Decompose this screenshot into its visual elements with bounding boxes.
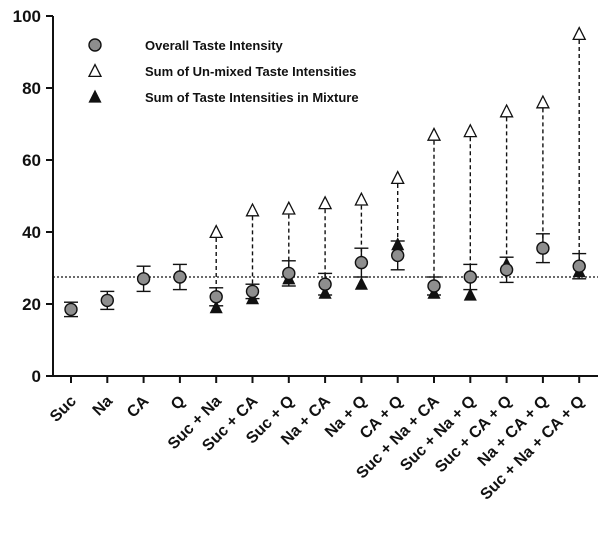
open-triangle-point	[499, 103, 514, 118]
x-tick-label: Na	[90, 393, 117, 420]
y-tick-label: 60	[22, 151, 41, 170]
circle-point	[391, 248, 405, 263]
legend-label: Sum of Un-mixed Taste Intensities	[145, 64, 356, 79]
circle-point	[245, 284, 260, 299]
open-triangle-point	[354, 191, 369, 206]
circle-point	[136, 272, 151, 286]
circle-point	[463, 270, 477, 284]
open-triangle-point	[572, 26, 587, 41]
x-tick-label: Suc	[47, 393, 80, 426]
open-triangle-point	[209, 224, 224, 239]
circle-point	[354, 255, 369, 270]
y-tick-label: 20	[22, 295, 41, 314]
circle-point	[282, 266, 296, 281]
legend-label: Overall Taste Intensity	[145, 38, 284, 53]
filled-triangle-point	[318, 285, 332, 299]
open-triangle-point	[463, 123, 478, 138]
filled-triangle-point	[209, 300, 223, 314]
circle-point	[100, 293, 115, 308]
filled-triangle-point	[427, 285, 441, 299]
marks	[64, 26, 587, 318]
filled-triangle-point	[354, 276, 368, 290]
circle-point	[173, 270, 187, 284]
circle-point	[64, 302, 78, 317]
open-triangle-point	[245, 202, 260, 217]
circle-point	[572, 259, 586, 273]
y-tick-label: 0	[32, 367, 41, 386]
circle-point	[499, 263, 514, 277]
open-triangle-point	[281, 200, 296, 215]
legend-circle-icon	[88, 38, 102, 52]
x-tick-label: Q	[168, 393, 189, 414]
open-triangle-point	[390, 170, 405, 185]
y-tick-label: 40	[22, 223, 41, 242]
open-triangle-point	[318, 195, 333, 210]
open-triangle-point	[535, 94, 550, 109]
x-tick-label: CA	[124, 392, 153, 421]
filled-triangle-point	[391, 237, 405, 251]
filled-triangle-point	[463, 287, 477, 301]
legend: Overall Taste Intensity Sum of Un-mixed T…	[87, 38, 359, 105]
circle-point	[427, 279, 441, 293]
circle-point	[318, 277, 332, 291]
y-tick-label: 80	[22, 79, 41, 98]
circle-point	[536, 241, 550, 255]
circle-point	[209, 290, 223, 304]
legend-filled-triangle-icon	[88, 89, 102, 103]
legend-label: Sum of Taste Intensities in Mixture	[145, 90, 359, 105]
y-tick-label: 100	[13, 7, 41, 26]
open-triangle-point	[426, 126, 442, 141]
legend-open-triangle-icon	[87, 63, 103, 78]
